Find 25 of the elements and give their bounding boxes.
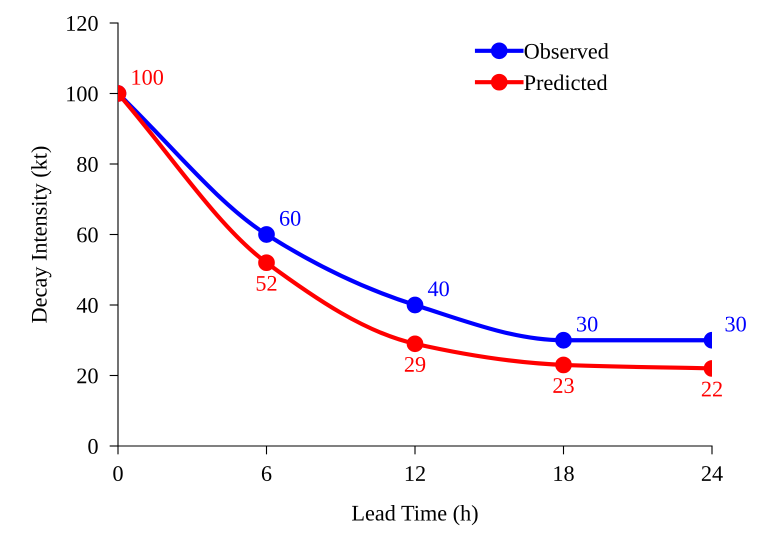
y-tick-label: 120 bbox=[67, 16, 98, 31]
data-label: 30 bbox=[726, 316, 746, 332]
x-tick-label: 18 bbox=[554, 466, 574, 482]
y-tick-label: 60 bbox=[77, 227, 98, 242]
legend-label: Predicted bbox=[524, 74, 608, 90]
y-tick-label: 100 bbox=[67, 86, 98, 102]
data-label: 23 bbox=[553, 378, 574, 394]
y-axis-title: Decay Intensity (kt) bbox=[31, 146, 52, 323]
y-tick-label: 80 bbox=[77, 156, 98, 172]
x-tick-label: 0 bbox=[113, 466, 123, 482]
data-label: 100 bbox=[132, 70, 163, 85]
data-label: 60 bbox=[280, 210, 300, 226]
x-tick-label: 24 bbox=[702, 466, 723, 481]
y-tick-label: 0 bbox=[88, 438, 98, 454]
data-label: 30 bbox=[577, 316, 598, 332]
x-tick-label: 12 bbox=[406, 466, 425, 481]
data-label: 52 bbox=[256, 276, 276, 291]
x-axis-title: Lead Time (h) bbox=[352, 505, 478, 526]
legend-label: Observed bbox=[524, 43, 609, 59]
data-label: 40 bbox=[428, 281, 449, 296]
y-tick-label: 20 bbox=[77, 368, 98, 384]
x-tick-label: 6 bbox=[262, 466, 272, 482]
data-label: 22 bbox=[702, 382, 722, 396]
data-label: 29 bbox=[404, 356, 426, 372]
y-tick-label: 40 bbox=[76, 298, 98, 313]
